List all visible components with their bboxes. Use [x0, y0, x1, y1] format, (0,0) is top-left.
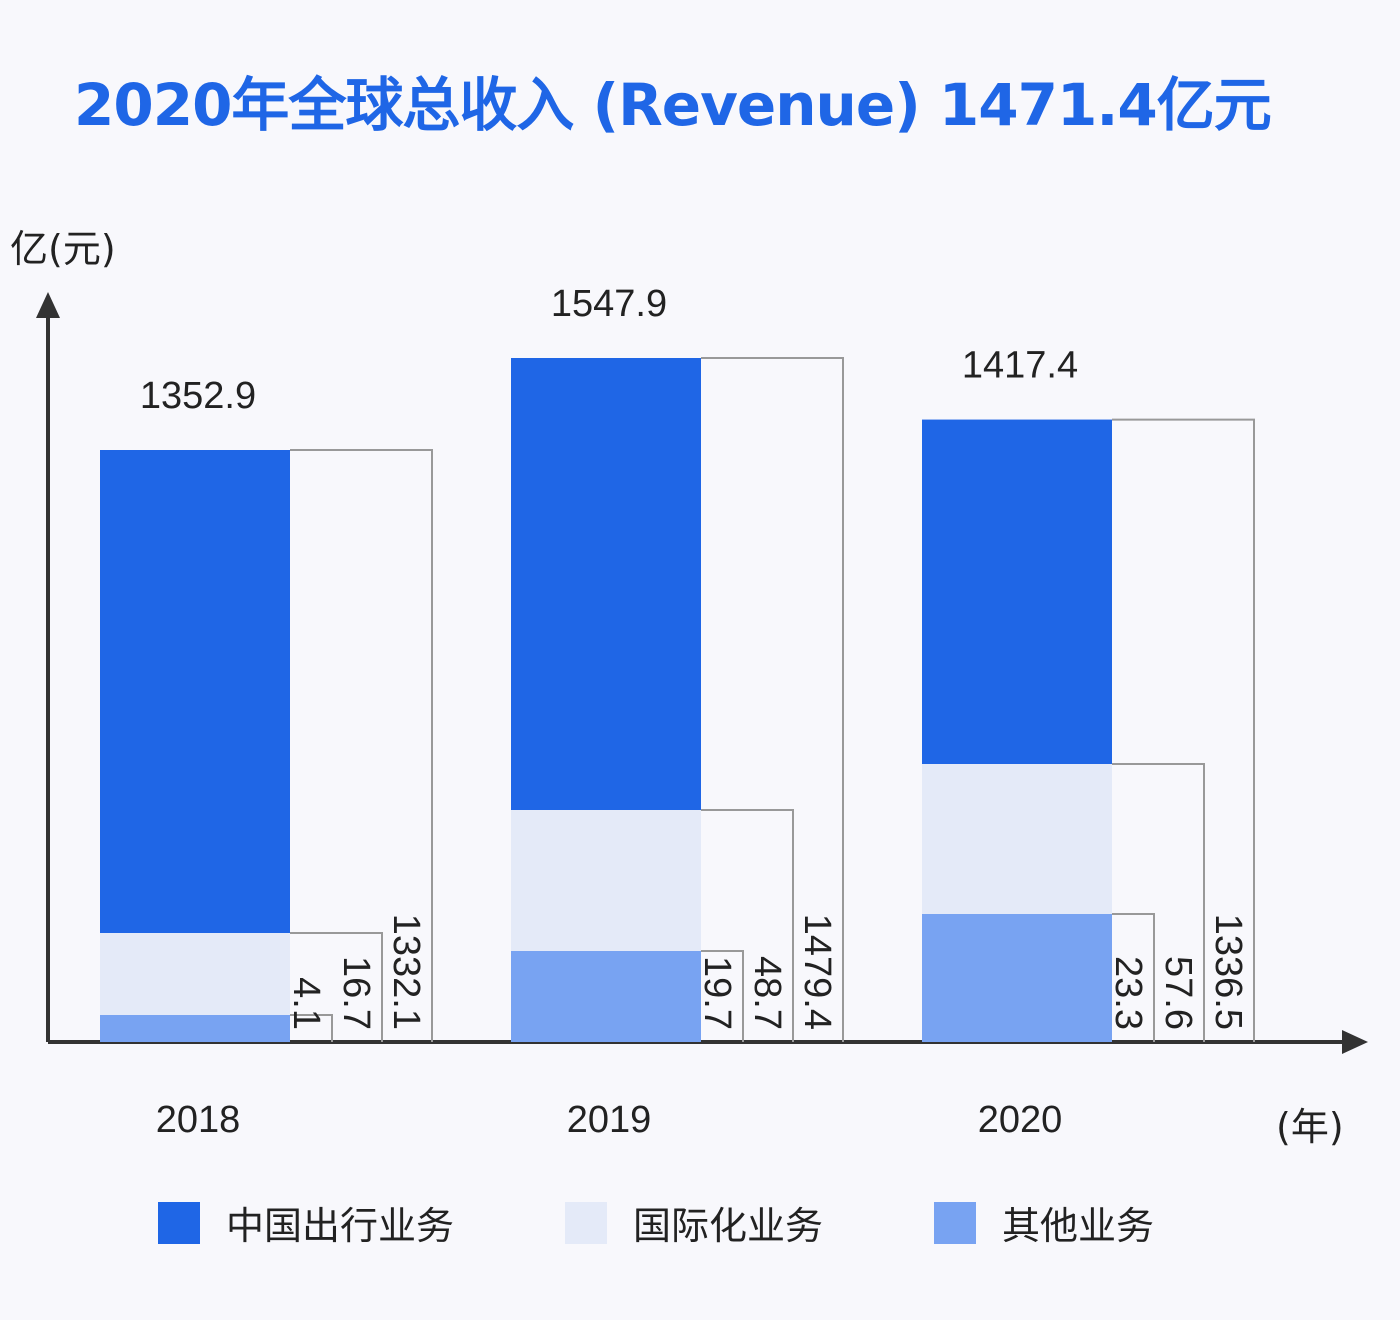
legend-item-other: 其他业务: [934, 1195, 1154, 1250]
bar-segment-other: [922, 914, 1112, 1042]
bracket-line-china: [701, 357, 844, 1042]
total-label: 1352.9: [140, 375, 256, 417]
legend-swatch-china: [158, 1201, 200, 1244]
bracket-line-international: [290, 932, 383, 1042]
bracket-line-china: [1112, 418, 1255, 1042]
value-label-other: 19.7: [696, 956, 738, 1030]
value-label-china: 1332.1: [385, 914, 427, 1030]
legend-swatch-international: [565, 1201, 607, 1244]
x-tick-label: 2020: [978, 1099, 1063, 1141]
chart-plot: 4.1 16.7 1332.1 1352.9 2018 19.7 48.7 1479.4 154…: [36, 283, 1368, 1141]
x-axis-arrow-icon: [1342, 1030, 1368, 1054]
value-label-international: 48.7: [746, 956, 788, 1030]
value-label-international: 16.7: [335, 956, 377, 1030]
legend-item-china: 中国出行业务: [158, 1195, 454, 1250]
bar-segment-international: [922, 764, 1112, 914]
bracket-line-other: [290, 1014, 333, 1042]
x-tick-label: 2019: [567, 1099, 652, 1141]
y-axis-label: 亿(元): [10, 227, 116, 271]
bar-segment-china: [100, 450, 290, 933]
legend: 中国出行业务 国际化业务 其他业务: [0, 1195, 1400, 1248]
x-axis-label: (年): [1276, 1105, 1344, 1149]
bracket-line-other: [1112, 913, 1155, 1042]
bar-segment-china: [511, 358, 701, 810]
x-tick-label: 2018: [156, 1099, 241, 1141]
bracket-line-china: [290, 449, 433, 1042]
bar-segment-other: [511, 951, 701, 1042]
value-label-other: 23.3: [1107, 956, 1149, 1030]
legend-label: 其他业务: [1002, 1204, 1155, 1248]
y-axis-arrow-icon: [36, 292, 60, 318]
value-label-china: 1479.4: [796, 914, 838, 1030]
bar-segment-china: [922, 419, 1112, 764]
bar-segment-other: [100, 1015, 290, 1042]
legend-swatch-other: [934, 1201, 976, 1244]
bracket-line-other: [701, 950, 744, 1042]
value-label-international: 57.6: [1157, 956, 1199, 1030]
bar-segment-international: [100, 933, 290, 1015]
legend-label: 国际化业务: [633, 1204, 824, 1248]
bracket-line-international: [701, 809, 794, 1042]
total-label: 1547.9: [551, 283, 667, 325]
legend-label: 中国出行业务: [226, 1204, 455, 1248]
chart-title: 2020年全球总收入 (Revenue) 1471.4亿元: [74, 71, 1272, 139]
total-label: 1417.4: [962, 345, 1078, 387]
bracket-line-international: [1112, 763, 1205, 1042]
bar-segment-international: [511, 810, 701, 951]
value-label-other: 4.1: [285, 977, 327, 1030]
legend-item-international: 国际化业务: [565, 1195, 823, 1250]
value-label-china: 1336.5: [1207, 914, 1249, 1030]
